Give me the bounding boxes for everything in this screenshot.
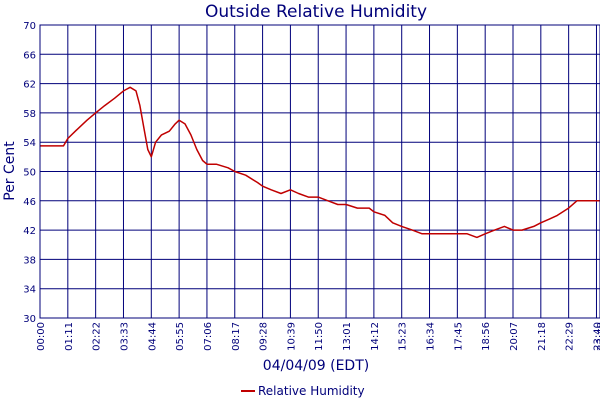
- x-tick-label-19: 22:29: [565, 322, 576, 351]
- legend-label: Relative Humidity: [258, 384, 365, 398]
- y-tick-label-6: 54: [23, 138, 36, 149]
- y-tick-labels: 30 34 38 42 46 50 54 58 62 66 70: [23, 21, 36, 325]
- x-tick-label-8: 09:28: [259, 322, 270, 351]
- y-tick-label-3: 42: [23, 226, 36, 237]
- x-tick-label-1: 01:11: [64, 322, 75, 351]
- x-tick-labels: 00:00 01:11 02:22 03:33 04:44 05:55 07:06 08:17…: [36, 322, 600, 351]
- x-tick-label-11: 13:01: [342, 322, 353, 351]
- legend: Relative Humidity: [241, 384, 365, 398]
- x-tick-label-16: 18:56: [481, 322, 492, 351]
- x-tick-label-5: 05:55: [175, 322, 186, 351]
- x-tick-label-13: 15:23: [398, 322, 409, 351]
- x-tick-label-17: 20:07: [509, 322, 520, 351]
- x-tick-label-4: 04:44: [147, 322, 158, 351]
- series-line-0: [40, 86, 600, 239]
- chart-title: Outside Relative Humidity: [205, 2, 427, 22]
- x-tick-label-0: 00:00: [36, 322, 47, 351]
- y-tick-label-4: 46: [23, 197, 36, 208]
- x-tick-label-10: 11:50: [314, 322, 325, 351]
- y-tick-label-8: 62: [23, 80, 36, 91]
- x-tick-label-7: 08:17: [231, 322, 242, 351]
- x-tick-label-3: 03:33: [119, 322, 130, 351]
- y-tick-label-10: 70: [23, 21, 36, 32]
- x-tick-label-6: 07:06: [203, 322, 214, 351]
- x-tick-label-12: 14:12: [370, 322, 381, 351]
- series-group: [40, 86, 600, 239]
- y-tick-label-1: 34: [23, 285, 36, 296]
- y-tick-label-2: 38: [23, 255, 36, 266]
- grid-lines: [39, 24, 600, 319]
- y-tick-label-9: 66: [23, 50, 36, 61]
- x-tick-label-15: 17:45: [453, 322, 464, 351]
- x-tick-label-21: 23:49: [596, 322, 600, 351]
- y-tick-label-5: 50: [23, 168, 36, 179]
- y-tick-label-7: 58: [23, 109, 36, 120]
- y-axis-label: Per Cent: [2, 141, 18, 201]
- y-tick-label-0: 30: [23, 314, 36, 325]
- plot-border: [39, 24, 600, 319]
- x-tick-label-20: 23:40: [592, 322, 600, 351]
- x-tick-label-2: 02:22: [92, 322, 103, 351]
- x-axis-label: 04/04/09 (EDT): [263, 358, 369, 374]
- x-tick-label-9: 10:39: [286, 322, 297, 351]
- x-tick-label-14: 16:34: [426, 322, 437, 351]
- x-tick-label-18: 21:18: [537, 322, 548, 351]
